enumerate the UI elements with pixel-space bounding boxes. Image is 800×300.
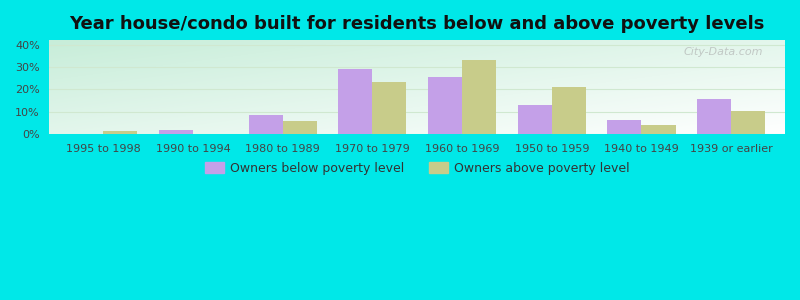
- Bar: [282, 121, 317, 134]
- Bar: [518, 105, 552, 134]
- Bar: [731, 111, 766, 134]
- Title: Year house/condo built for residents below and above poverty levels: Year house/condo built for residents bel…: [70, 15, 765, 33]
- Bar: [697, 100, 731, 134]
- Bar: [428, 77, 462, 134]
- Bar: [462, 60, 496, 134]
- Bar: [249, 115, 282, 134]
- Bar: [159, 130, 193, 134]
- Text: City-Data.com: City-Data.com: [683, 47, 763, 57]
- Bar: [103, 131, 138, 134]
- Bar: [607, 120, 642, 134]
- Legend: Owners below poverty level, Owners above poverty level: Owners below poverty level, Owners above…: [200, 157, 634, 180]
- Bar: [642, 125, 675, 134]
- Bar: [372, 82, 406, 134]
- Bar: [552, 87, 586, 134]
- Bar: [338, 69, 372, 134]
